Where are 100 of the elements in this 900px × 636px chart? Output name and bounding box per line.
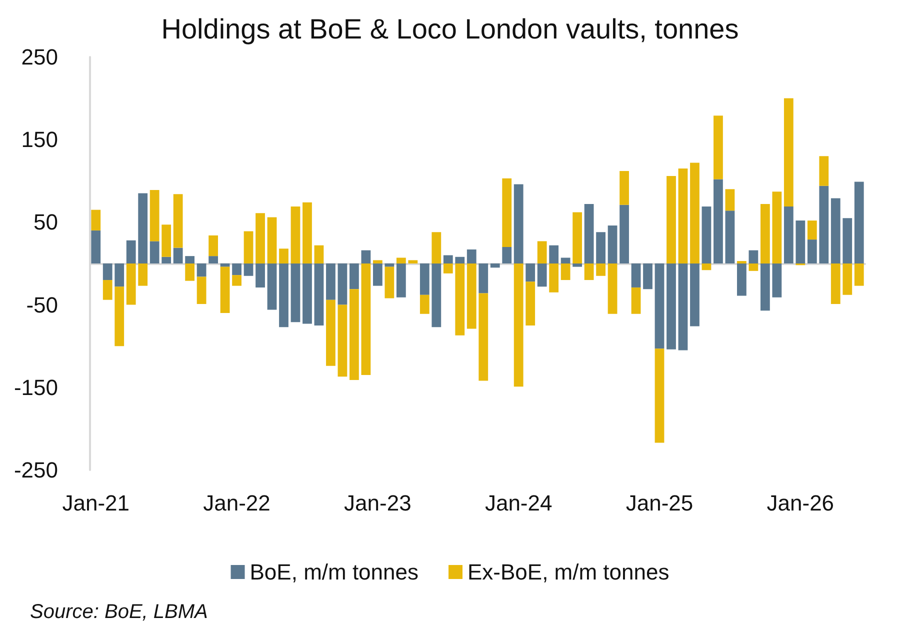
bar [185, 264, 195, 281]
bar [173, 248, 183, 264]
bar [714, 116, 723, 180]
bar [126, 240, 136, 264]
bar [478, 264, 488, 294]
bar [807, 240, 817, 264]
bar [819, 186, 829, 264]
bar [350, 289, 359, 380]
bar [208, 235, 218, 256]
bar [302, 202, 312, 264]
bar [162, 256, 172, 264]
bar [338, 304, 348, 377]
bar [384, 266, 394, 298]
bar [807, 220, 817, 240]
bar [420, 294, 430, 314]
bar [678, 168, 688, 264]
bar [526, 264, 536, 282]
bar [443, 255, 453, 264]
bar [784, 98, 794, 207]
bar [654, 264, 664, 349]
bar [654, 348, 664, 443]
bar [748, 264, 758, 271]
bar [196, 264, 206, 277]
source-note: Source: BoE, LBMA [30, 601, 208, 623]
bar [396, 264, 406, 298]
bar [666, 176, 676, 264]
bar [584, 204, 594, 264]
bar [326, 264, 336, 300]
bar [279, 264, 288, 328]
bar [302, 264, 312, 324]
bar [372, 264, 382, 286]
bar [114, 286, 124, 346]
legend-label: BoE, m/m tonnes [250, 560, 419, 584]
bar [138, 264, 148, 286]
y-tick-label: -150 [14, 374, 58, 400]
bar [361, 250, 371, 264]
bar [256, 213, 265, 264]
bar [138, 193, 148, 264]
chart-title: Holdings at BoE & Loco London vaults, tonnes [161, 14, 739, 44]
bar [408, 260, 418, 264]
bar [631, 287, 641, 314]
bar [455, 256, 465, 264]
bar [267, 217, 277, 264]
bar [690, 264, 700, 326]
y-tick-label: -50 [26, 292, 58, 318]
bar [842, 264, 852, 295]
bar [725, 210, 735, 264]
bar [537, 264, 547, 287]
bar [290, 264, 300, 322]
bar [502, 246, 512, 264]
x-tick-label: Jan-21 [62, 490, 130, 516]
bar [572, 264, 582, 267]
bar [842, 218, 852, 264]
bar [220, 264, 230, 267]
x-tick-label: Jan-23 [344, 490, 412, 516]
bar [443, 264, 453, 274]
bar [455, 264, 465, 336]
bar [678, 264, 688, 350]
bar [608, 226, 618, 264]
bar [220, 266, 230, 314]
x-tick-label: Jan-24 [484, 490, 552, 516]
bar [372, 260, 382, 264]
bar [162, 224, 172, 257]
bar [314, 264, 324, 326]
legend-label: Ex-BoE, m/m tonnes [468, 560, 670, 584]
bar [91, 210, 101, 230]
bar [784, 206, 794, 264]
bar [396, 258, 406, 264]
bar [620, 170, 629, 205]
bar [514, 184, 524, 264]
bar [514, 264, 524, 387]
bar [537, 241, 547, 264]
bar [725, 189, 735, 211]
bar [384, 264, 394, 267]
bar [208, 256, 218, 264]
bar [737, 264, 746, 296]
bar [714, 179, 723, 264]
bar [102, 264, 112, 280]
bar [466, 264, 476, 329]
bar [290, 206, 300, 264]
y-tick-label: 50 [34, 210, 58, 235]
bar [126, 264, 136, 305]
y-tick-label: 150 [21, 127, 58, 152]
bar [620, 204, 629, 264]
bar [702, 264, 712, 270]
bar [502, 178, 512, 247]
bar [702, 206, 712, 264]
bar [526, 282, 536, 326]
bar [584, 264, 594, 280]
bar [854, 264, 864, 286]
bar [232, 264, 242, 276]
bar [666, 264, 676, 350]
bar [560, 264, 570, 280]
bar [244, 231, 254, 264]
bar [420, 264, 430, 295]
bar [608, 264, 618, 314]
bar [244, 264, 254, 276]
bar [760, 204, 770, 264]
bar [596, 232, 606, 264]
bar [466, 249, 476, 264]
